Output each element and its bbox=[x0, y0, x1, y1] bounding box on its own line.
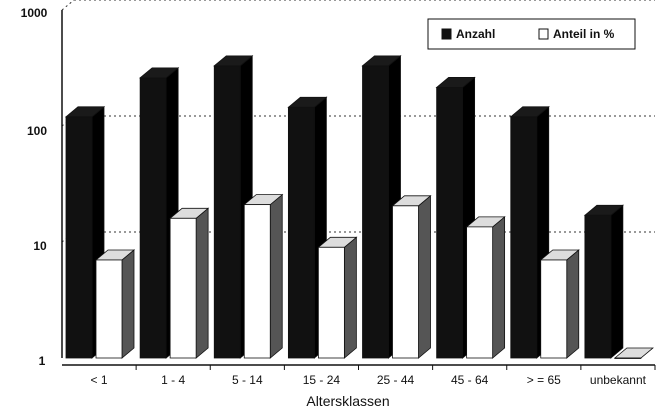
bar-anzahl-3-front bbox=[287, 106, 315, 359]
bar-anzahl-7-side bbox=[610, 204, 624, 359]
legend-label-anteil: Anteil in % bbox=[553, 27, 615, 41]
bar-anzahl-3 bbox=[287, 96, 328, 359]
x-tick-label-6: > = 65 bbox=[527, 373, 561, 387]
bar-anzahl-6-front bbox=[510, 116, 538, 359]
bar-anzahl-0-front bbox=[65, 116, 93, 359]
bar-anteil-4 bbox=[391, 194, 432, 359]
bar-anzahl-1 bbox=[139, 67, 180, 359]
ytick-label-100: 100 bbox=[27, 124, 47, 138]
bar-anteil-5-front bbox=[466, 226, 494, 359]
x-tick-label-5: 45 - 64 bbox=[451, 373, 489, 387]
legend: Anzahl Anteil in % bbox=[427, 18, 636, 50]
bar-anteil-0-front bbox=[95, 259, 123, 359]
x-axis-title: Altersklassen bbox=[306, 393, 389, 409]
bar-anteil-2-front bbox=[243, 204, 271, 359]
x-tick-label-2: 5 - 14 bbox=[232, 373, 263, 387]
bar-anzahl-7-front bbox=[584, 214, 612, 359]
bar-anteil-4-side bbox=[418, 194, 431, 359]
bar-anzahl-5-front bbox=[436, 87, 464, 359]
gridline-diag-1000 bbox=[61, 0, 75, 11]
bar-anteil-5 bbox=[465, 216, 506, 359]
x-tick-label-0: < 1 bbox=[91, 373, 108, 387]
bar-anteil-3 bbox=[317, 236, 358, 359]
x-tick-label-4: 25 - 44 bbox=[377, 373, 415, 387]
ytick-label-1: 1 bbox=[39, 354, 46, 368]
x-tick-labels: < 1 1 - 4 5 - 14 15 - 24 25 - 44 45 - 64 > = 6… bbox=[91, 365, 656, 387]
bar-anteil-5-side bbox=[492, 216, 506, 359]
x-tick-label-3: 15 - 24 bbox=[303, 373, 341, 387]
bar-anteil-3-side bbox=[343, 236, 357, 359]
x-tick-label-1: 1 - 4 bbox=[161, 373, 185, 387]
bar-anteil-0-side bbox=[121, 249, 135, 359]
bar-anteil-3-front bbox=[317, 246, 345, 359]
x-tick-label-7: unbekannt bbox=[590, 373, 647, 387]
legend-box bbox=[427, 18, 636, 50]
legend-swatch-anteil bbox=[538, 28, 549, 40]
bar-anzahl-1-front bbox=[139, 77, 167, 359]
legend-swatch-anzahl bbox=[441, 28, 452, 40]
bar-anzahl-2-front bbox=[213, 65, 241, 359]
legend-label-anzahl: Anzahl bbox=[456, 27, 495, 41]
bar-anteil-2 bbox=[243, 193, 284, 359]
bar-anteil-6 bbox=[539, 249, 580, 359]
bar-anteil-2-side bbox=[269, 193, 283, 359]
bar-anteil-6-front bbox=[540, 259, 568, 359]
bar-anzahl-4-front bbox=[362, 65, 389, 359]
bar-anteil-1-front bbox=[169, 217, 197, 359]
bars-layer bbox=[64, 54, 654, 359]
bar-anteil-7-front bbox=[614, 357, 642, 359]
bar-anteil-4-front bbox=[392, 205, 419, 359]
x-axis: Altersklassen bbox=[62, 364, 655, 409]
bar-anteil-6-side bbox=[566, 249, 580, 359]
y-axis: 1000 100 10 1 bbox=[21, 6, 63, 368]
bar-anzahl-0 bbox=[64, 105, 106, 359]
bar-anteil-1 bbox=[169, 207, 210, 359]
bar-anzahl-7 bbox=[583, 204, 624, 359]
bar-anzahl-5 bbox=[435, 76, 476, 359]
bar-anteil-0 bbox=[94, 249, 136, 359]
bar-anteil-1-side bbox=[195, 207, 209, 359]
ytick-label-10: 10 bbox=[33, 239, 47, 253]
ytick-label-1000: 1000 bbox=[21, 6, 48, 20]
bar-anteil-7 bbox=[613, 347, 654, 359]
